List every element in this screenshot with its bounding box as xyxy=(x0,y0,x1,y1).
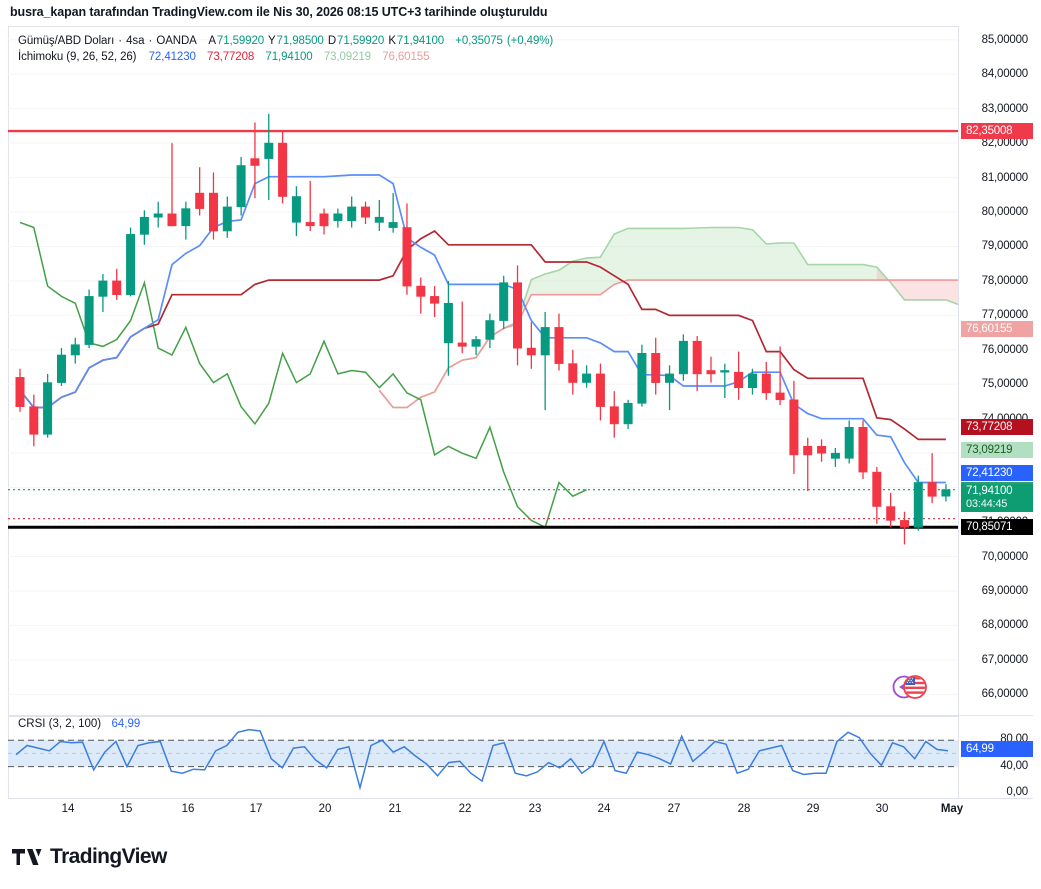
price-tick: 75,00000 xyxy=(981,378,1029,391)
price-tick: 80,00000 xyxy=(981,206,1029,219)
price-tick: 83,00000 xyxy=(981,102,1029,115)
crsi-chart-canvas xyxy=(8,728,958,791)
price-tick: 78,00000 xyxy=(981,274,1029,287)
time-tick: 27 xyxy=(667,803,681,815)
senkou-b-label[interactable]: 76,60155 xyxy=(961,321,1033,338)
time-tick: 15 xyxy=(119,803,133,815)
crsi-tick: 40,00 xyxy=(1000,759,1028,772)
time-tick: May xyxy=(940,803,964,815)
time-tick: 22 xyxy=(458,803,472,815)
price-tick: 68,00000 xyxy=(981,619,1029,632)
time-tick: 24 xyxy=(597,803,611,815)
time-tick: 29 xyxy=(806,803,820,815)
time-tick: 14 xyxy=(61,803,75,815)
low-price-label[interactable]: 70,85071 xyxy=(961,519,1033,536)
kijun-sen-label[interactable]: 73,77208 xyxy=(961,418,1033,435)
time-tick: 23 xyxy=(528,803,542,815)
time-tick: 16 xyxy=(181,803,195,815)
time-tick: 17 xyxy=(249,803,263,815)
price-tick: 67,00000 xyxy=(981,653,1029,666)
last-price-countdown-label[interactable]: 71,94100 03:44:45 xyxy=(961,483,1033,512)
price-tick: 82,00000 xyxy=(981,137,1029,150)
price-pane[interactable] xyxy=(8,26,958,715)
price-tick: 81,00000 xyxy=(981,171,1029,184)
resistance-line-label[interactable]: 82,35008 xyxy=(961,123,1033,140)
price-tick: 79,00000 xyxy=(981,240,1029,253)
tradingview-logo-icon xyxy=(12,849,42,865)
footer: TradingView xyxy=(12,845,167,869)
crsi-axis[interactable]: 80,00 40,00 0,00 64,99 xyxy=(958,716,1033,798)
time-tick: 20 xyxy=(318,803,332,815)
price-tick: 66,00000 xyxy=(981,688,1029,701)
senkou-a-label[interactable]: 73,09219 xyxy=(961,442,1033,458)
price-tick: 69,00000 xyxy=(981,584,1029,597)
crsi-tick: 0,00 xyxy=(1006,786,1028,798)
price-tick: 70,00000 xyxy=(981,550,1029,563)
crsi-value-label[interactable]: 64,99 xyxy=(961,741,1033,758)
countdown-text: 03:44:45 xyxy=(966,497,1008,510)
time-axis[interactable]: 14 15 16 17 20 21 22 23 24 27 28 29 30 May xyxy=(8,798,1033,822)
time-tick: 30 xyxy=(875,803,889,815)
price-tick: 84,00000 xyxy=(981,68,1029,81)
economic-event-marker[interactable] xyxy=(889,673,931,701)
price-tick: 77,00000 xyxy=(981,309,1029,322)
tenkan-sen-label[interactable]: 72,41230 xyxy=(961,465,1033,482)
price-tick: 85,00000 xyxy=(981,33,1029,46)
price-chart-canvas xyxy=(8,39,958,695)
time-tick: 28 xyxy=(737,803,751,815)
crsi-pane[interactable] xyxy=(8,716,958,798)
attribution-text: busra_kapan tarafından TradingView.com i… xyxy=(10,5,548,19)
price-axis[interactable]: 85,00000 84,00000 83,00000 82,00000 81,00000… xyxy=(958,26,1033,715)
tradingview-wordmark: TradingView xyxy=(50,845,167,868)
pane-separator xyxy=(8,715,1033,716)
time-tick: 21 xyxy=(388,803,402,815)
price-tick: 76,00000 xyxy=(981,343,1029,356)
us-flag-event-icon xyxy=(892,675,927,699)
